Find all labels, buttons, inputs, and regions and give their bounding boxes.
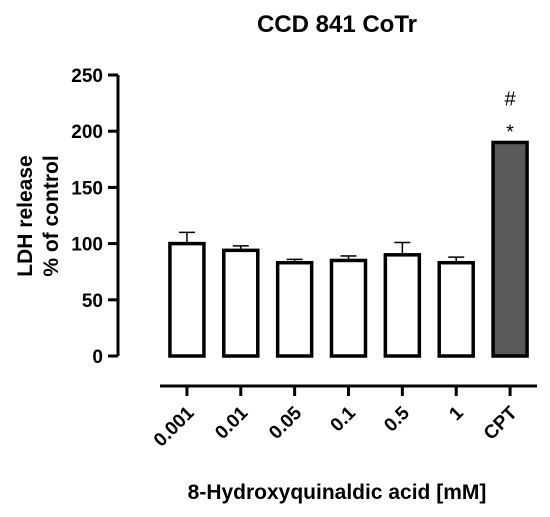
x-tick-label: 0.01 xyxy=(211,402,252,443)
x-tick-label: 0.1 xyxy=(327,402,361,436)
x-tick-label: 0.001 xyxy=(150,402,199,451)
x-tick-label: 0.05 xyxy=(265,402,306,443)
significance-star: * xyxy=(506,121,514,143)
y-tick-label: 150 xyxy=(71,178,103,199)
significance-hash: # xyxy=(505,88,517,110)
y-tick-label: 200 xyxy=(71,122,103,143)
x-tick-label: 0.5 xyxy=(380,402,414,436)
y-axis-label-line1: LDH release xyxy=(14,155,37,276)
y-tick-label: 250 xyxy=(71,66,103,87)
bar-1 xyxy=(437,260,475,358)
bars-group xyxy=(168,140,529,358)
y-tick-label: 100 xyxy=(71,235,103,256)
y-tick-label: 50 xyxy=(82,291,103,312)
x-tick-label: CPT xyxy=(480,402,522,444)
y-axis-label: LDH release % of control xyxy=(14,155,63,276)
bar-0.5 xyxy=(383,253,422,358)
annotations-group: *# xyxy=(505,88,517,143)
chart-title: CCD 841 CoTr xyxy=(257,11,417,38)
x-axis: 0.001 0.01 0.05 0.1 0.5 1 CPT xyxy=(150,384,537,451)
bar-0.001 xyxy=(168,241,206,358)
bar-CPT xyxy=(491,140,529,358)
x-axis-label: 8-Hydroxyquinaldic acid [mM] xyxy=(188,481,487,504)
y-tick-label: 0 xyxy=(92,347,103,368)
bar-0.01 xyxy=(222,248,260,358)
bar-0.05 xyxy=(275,260,314,358)
y-axis: 0 50 100 150 200 250 xyxy=(71,66,120,368)
bar-0.1 xyxy=(329,258,368,358)
y-axis-label-line2: % of control xyxy=(40,155,63,276)
x-tick-label: 1 xyxy=(445,402,468,425)
